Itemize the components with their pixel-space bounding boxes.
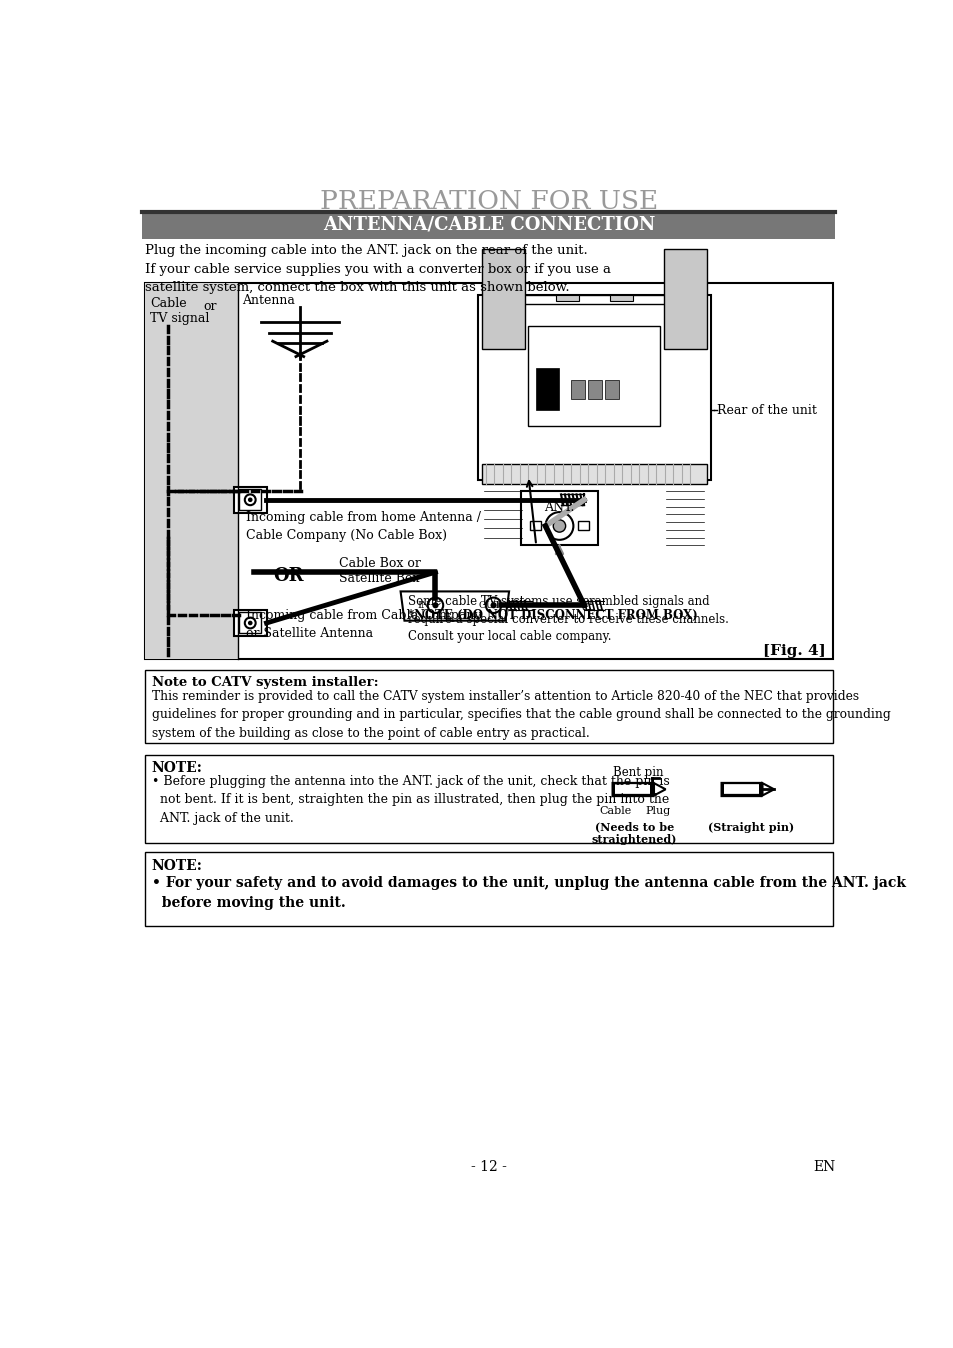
Bar (238, 612, 261, 634)
Text: Cable Box or
Satellite Box*: Cable Box or Satellite Box* (338, 557, 425, 585)
Bar (578, 520, 588, 530)
Text: - 12 -: - 12 - (471, 1159, 506, 1174)
Bar (481, 249, 524, 349)
Bar (142, 212, 835, 239)
Bar (145, 852, 832, 926)
Text: PREPARATION FOR USE: PREPARATION FOR USE (319, 189, 658, 214)
Text: NOTE:: NOTE: (152, 859, 202, 872)
Bar (571, 380, 584, 399)
Text: (Needs to be
straightened): (Needs to be straightened) (591, 822, 677, 845)
Bar (477, 295, 710, 480)
Circle shape (545, 512, 573, 539)
Text: This reminder is provided to call the CATV system installer’s attention to Artic: This reminder is provided to call the CA… (152, 690, 889, 740)
Text: Some cable TV systems use scrambled signals and
require a special converter to r: Some cable TV systems use scrambled sign… (408, 596, 728, 643)
Text: IN: IN (417, 601, 430, 609)
Bar (536, 368, 558, 411)
Bar (587, 380, 601, 399)
Text: NOTE:: NOTE: (152, 760, 202, 775)
Text: Rear of the unit: Rear of the unit (716, 404, 816, 417)
Text: OUT: OUT (477, 601, 500, 609)
Text: • Before plugging the antenna into the ANT. jack of the unit, check that the pin: • Before plugging the antenna into the A… (152, 775, 669, 825)
Circle shape (432, 603, 438, 608)
Text: Plug: Plug (644, 806, 670, 817)
Circle shape (248, 497, 253, 501)
Text: Incoming cable from home Antenna /
Cable Company (No Cable Box): Incoming cable from home Antenna / Cable… (245, 511, 480, 542)
Text: (Straight pin): (Straight pin) (707, 822, 793, 833)
Bar (233, 609, 266, 636)
Circle shape (490, 603, 497, 608)
Circle shape (248, 620, 253, 625)
Text: ANTENNA/CABLE CONNECTION: ANTENNA/CABLE CONNECTION (322, 216, 655, 235)
Bar (481, 464, 706, 484)
Circle shape (485, 597, 500, 613)
Text: Bent pin: Bent pin (613, 766, 663, 779)
Circle shape (553, 520, 565, 532)
Bar (663, 249, 706, 349)
Bar (500, 295, 686, 305)
Text: Plug the incoming cable into the ANT. jack on the rear of the unit.
If your cabl: Plug the incoming cable into the ANT. ja… (145, 244, 610, 294)
Bar (520, 491, 598, 545)
Bar (609, 295, 633, 301)
Text: • For your safety and to avoid damages to the unit, unplug the antenna cable fro: • For your safety and to avoid damages t… (152, 876, 904, 910)
Polygon shape (761, 783, 773, 795)
Circle shape (245, 617, 255, 628)
Text: Note to CATV system installer:: Note to CATV system installer: (152, 677, 378, 689)
Text: Cable
TV signal: Cable TV signal (150, 298, 210, 325)
Bar (145, 670, 832, 743)
Text: *NOTE (DO NOT DISCONNECT FROM BOX): *NOTE (DO NOT DISCONNECT FROM BOX) (408, 609, 698, 623)
Text: ANT.: ANT. (544, 500, 574, 514)
Text: Incoming cable from Cable Company
or Satellite Antenna: Incoming cable from Cable Company or Sat… (245, 609, 480, 640)
Text: EN: EN (813, 1159, 835, 1174)
Text: Cable: Cable (598, 806, 631, 817)
Text: or: or (203, 301, 216, 313)
Bar (604, 380, 618, 399)
Polygon shape (654, 783, 665, 795)
Bar (145, 755, 832, 844)
Circle shape (245, 495, 255, 506)
Text: OR: OR (273, 568, 303, 585)
Bar (530, 520, 540, 530)
FancyArrowPatch shape (556, 546, 562, 554)
Text: Antenna: Antenna (241, 294, 294, 307)
Polygon shape (400, 592, 509, 620)
Bar (555, 295, 578, 301)
Circle shape (427, 597, 443, 613)
Text: [Fig. 4]: [Fig. 4] (761, 644, 824, 658)
Bar (233, 487, 266, 512)
Bar (528, 326, 659, 426)
Bar (145, 283, 832, 659)
Bar (238, 489, 261, 510)
Bar (145, 283, 237, 659)
